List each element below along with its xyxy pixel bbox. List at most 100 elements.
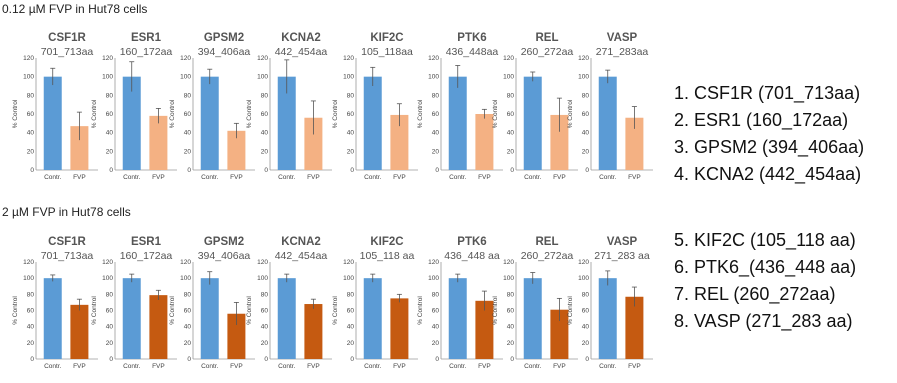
panel-csf1r-low: CSF1R 701_713aa % Control 0 20 40 60 80 100 120 Co…	[12, 32, 98, 181]
y-tick-label: 40	[261, 130, 269, 137]
y-tick-label: 120	[180, 259, 191, 266]
bar-control	[523, 76, 542, 170]
panel-subtitle: 394_406aa	[198, 46, 251, 58]
bar-control	[200, 76, 219, 170]
y-tick-label: 80	[432, 92, 440, 99]
y-tick-label: 100	[578, 275, 589, 282]
panel-rel-low: REL 260_272aa % Control 0 20 40 60 80 100 120 Cont…	[492, 32, 578, 181]
x-category-label: FVP	[553, 174, 566, 181]
panel-title: KCNA2	[281, 236, 321, 248]
y-tick-label: 40	[582, 324, 590, 331]
bar-fvp	[70, 304, 89, 359]
bar-control	[523, 278, 542, 359]
y-tick-label: 20	[261, 340, 269, 347]
panel-subtitle: 442_454aa	[275, 46, 328, 58]
y-tick-label: 120	[343, 259, 354, 266]
y-tick-label: 80	[184, 92, 192, 99]
y-tick-label: 40	[432, 324, 440, 331]
y-tick-label: 80	[184, 291, 192, 298]
bar-fvp	[390, 298, 409, 359]
y-tick-label: 120	[578, 55, 589, 62]
y-axis-label: % Control	[417, 296, 424, 325]
panel-title: VASP	[607, 236, 638, 248]
bar-fvp	[475, 114, 494, 170]
bar-fvp	[227, 130, 246, 170]
y-tick-label: 60	[347, 308, 355, 315]
x-category-label: Contr.	[44, 363, 62, 370]
y-tick-label: 80	[27, 92, 35, 99]
y-axis-label: % Control	[567, 99, 574, 128]
y-tick-label: 100	[343, 74, 354, 81]
y-tick-label: 80	[261, 291, 269, 298]
panel-esr1-high: ESR1 160_172aa % Control 0 20 40 60 80 100 120 Con…	[91, 236, 177, 370]
bar-control	[43, 76, 62, 170]
y-tick-label: 60	[27, 111, 35, 118]
x-category-label: Contr.	[449, 363, 467, 370]
y-axis-label: % Control	[332, 99, 339, 128]
x-category-label: FVP	[307, 174, 320, 181]
x-category-label: Contr.	[599, 363, 617, 370]
y-tick-label: 100	[180, 275, 191, 282]
panel-ptk6-high: PTK6 436_448 aa % Control 0 20 40 60 80 100 120 Co…	[417, 236, 503, 370]
y-tick-label: 80	[106, 291, 114, 298]
y-tick-label: 100	[257, 74, 268, 81]
y-tick-label: 20	[582, 148, 590, 155]
y-tick-label: 100	[578, 74, 589, 81]
x-category-label: FVP	[152, 174, 165, 181]
y-tick-label: 60	[582, 308, 590, 315]
bar-fvp	[550, 309, 569, 359]
panel-csf1r-high: CSF1R 701_713aa % Control 0 20 40 60 80 100 120 Co…	[12, 236, 98, 370]
panel-subtitle: 105_118aa	[361, 46, 413, 58]
y-axis-label: % Control	[91, 296, 98, 325]
y-tick-label: 40	[432, 130, 440, 137]
y-tick-label: 0	[187, 167, 191, 174]
bar-control	[43, 278, 62, 359]
y-tick-label: 80	[582, 92, 590, 99]
x-category-label: Contr.	[201, 174, 219, 181]
y-tick-label: 120	[428, 259, 439, 266]
bar-chart-panels: CSF1R 701_713aa % Control 0 20 40 60 80 100 120 Co…	[12, 32, 653, 370]
y-tick-label: 60	[432, 111, 440, 118]
panel-title: CSF1R	[48, 32, 86, 44]
panel-gpsm2-high: GPSM2 394_406aa % Control 0 20 40 60 80 100 120 Co…	[169, 236, 255, 370]
x-category-label: Contr.	[364, 174, 382, 181]
panel-subtitle: 701_713aa	[41, 46, 94, 58]
y-tick-label: 20	[347, 340, 355, 347]
y-axis-label: % Control	[492, 99, 499, 128]
panel-title: ESR1	[131, 32, 162, 44]
panel-title: GPSM2	[204, 32, 244, 44]
x-category-label: FVP	[478, 174, 491, 181]
x-category-label: FVP	[73, 363, 86, 370]
y-tick-label: 80	[507, 92, 515, 99]
y-axis-label: % Control	[246, 296, 253, 325]
legend-item-8: 8. VASP (271_283 aa)	[674, 311, 852, 332]
y-tick-label: 20	[432, 148, 440, 155]
x-category-label: FVP	[393, 174, 406, 181]
y-tick-label: 0	[30, 167, 34, 174]
y-tick-label: 60	[347, 111, 355, 118]
y-tick-label: 20	[261, 148, 269, 155]
panel-kif2c-low: KIF2C 105_118aa % Control 0 20 40 60 80 100 120 Co…	[332, 32, 418, 181]
bar-control	[598, 278, 617, 359]
y-tick-label: 20	[432, 340, 440, 347]
y-axis-label: % Control	[91, 99, 98, 128]
legend-item-2: 2. ESR1 (160_172aa)	[674, 110, 848, 131]
panel-title: CSF1R	[48, 236, 86, 248]
x-category-label: Contr.	[278, 174, 296, 181]
y-tick-label: 80	[347, 92, 355, 99]
y-tick-label: 80	[27, 291, 35, 298]
y-tick-label: 0	[109, 356, 113, 363]
y-tick-label: 80	[582, 291, 590, 298]
y-tick-label: 100	[23, 275, 34, 282]
y-tick-label: 100	[180, 74, 191, 81]
y-tick-label: 20	[27, 340, 35, 347]
x-category-label: FVP	[230, 363, 243, 370]
y-tick-label: 100	[102, 275, 113, 282]
y-tick-label: 120	[257, 259, 268, 266]
y-tick-label: 40	[27, 324, 35, 331]
y-tick-label: 60	[432, 308, 440, 315]
panel-kcna2-high: KCNA2 442_454aa % Control 0 20 40 60 80 100 120 Co…	[246, 236, 332, 370]
panel-title: REL	[536, 236, 559, 248]
y-tick-label: 120	[23, 55, 34, 62]
y-tick-label: 20	[507, 340, 515, 347]
